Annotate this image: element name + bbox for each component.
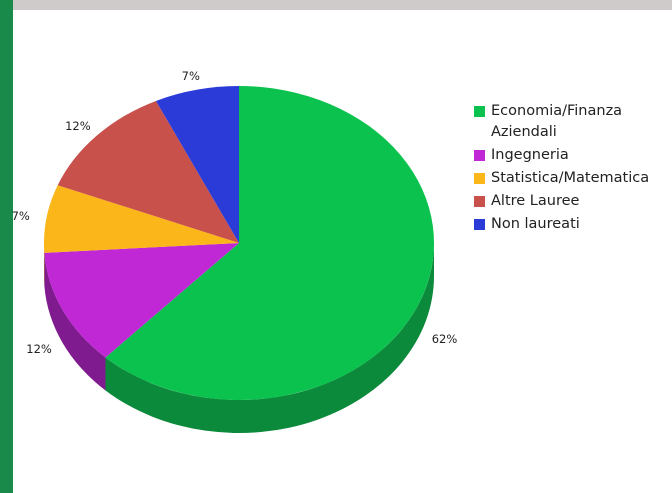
slice-value-label-statistica-matematica: 7% xyxy=(12,209,30,223)
left-accent-bar xyxy=(0,0,13,493)
legend-label: Altre Lauree xyxy=(491,193,580,209)
pie-slice-ingegneria xyxy=(44,243,239,358)
legend-swatch xyxy=(474,173,485,184)
legend-swatch xyxy=(474,219,485,230)
chart-legend: Economia/Finanza Aziendali Ingegneria Stat… xyxy=(474,101,649,237)
pie-slice-non-laureati xyxy=(155,86,239,243)
legend-swatch xyxy=(474,196,485,207)
slice-value-label-non-laureati: 7% xyxy=(182,69,200,83)
legend-item-ingegneria: Ingegneria xyxy=(474,145,649,166)
legend-swatch xyxy=(474,106,485,117)
legend-label: Ingegneria xyxy=(491,147,569,163)
pie-slice-statistica-matematica xyxy=(44,185,239,253)
pie-slice-altre-lauree xyxy=(57,100,239,243)
top-border-bar xyxy=(0,0,672,10)
legend-item-economia-finanza-aziendali: Economia/Finanza Aziendali xyxy=(474,101,649,143)
legend-item-altre-lauree: Altre Lauree xyxy=(474,191,649,212)
slice-value-label-ingegneria: 12% xyxy=(26,342,52,356)
legend-item-non-laureati: Non laureati xyxy=(474,214,649,235)
slice-value-label-economia-finanza-aziendali: 62% xyxy=(432,332,458,346)
slice-value-label-altre-lauree: 12% xyxy=(65,119,91,133)
legend-label: Economia/Finanza Aziendali xyxy=(491,103,623,140)
pie-side-ingegneria xyxy=(44,252,106,391)
pie-slice-economia-finanza-aziendali xyxy=(105,86,434,401)
pie-side-economia-finanza-aziendali xyxy=(105,243,435,434)
legend-swatch xyxy=(474,150,485,161)
legend-label: Statistica/Matematica xyxy=(491,170,650,186)
legend-label: Non laureati xyxy=(491,216,580,232)
legend-item-statistica-matematica: Statistica/Matematica xyxy=(474,168,649,189)
